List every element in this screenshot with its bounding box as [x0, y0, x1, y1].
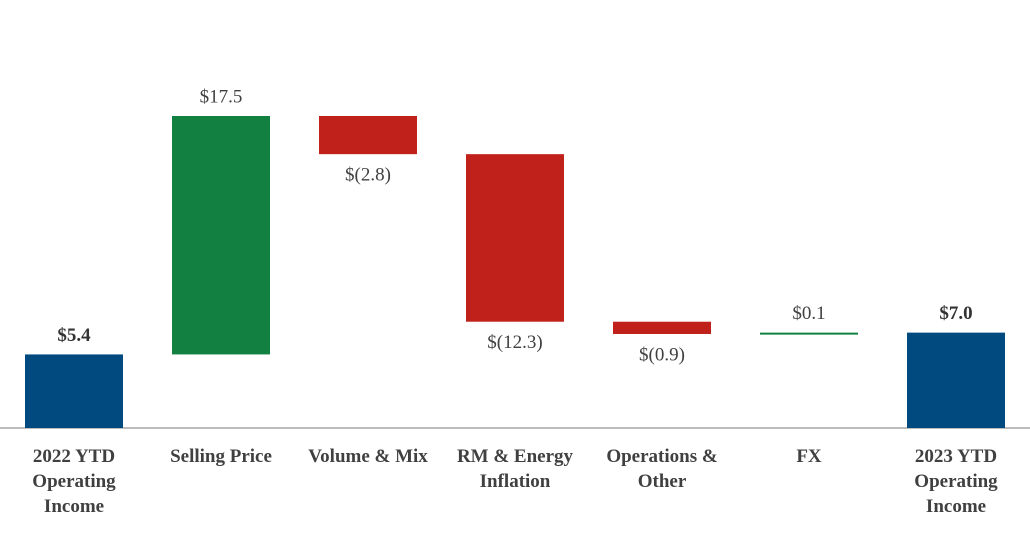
- x-tick-label: RM & Energy Inflation: [456, 446, 574, 492]
- x-tick-label: Operations & Other: [606, 446, 718, 492]
- x-tick-label: FX: [796, 446, 822, 467]
- value-label: $0.1: [792, 303, 825, 324]
- value-label: $(12.3): [487, 332, 542, 353]
- value-label: $5.4: [57, 325, 91, 346]
- value-label: $(2.8): [345, 165, 391, 186]
- bar: [172, 116, 270, 355]
- bar: [760, 332, 858, 335]
- value-label: $(0.9): [639, 344, 685, 365]
- x-tick-label: 2023 YTD Operating Income: [914, 446, 998, 517]
- x-tick-label: Volume & Mix: [308, 446, 428, 467]
- value-label: $7.0: [939, 303, 972, 324]
- bar: [466, 154, 564, 322]
- x-tick-label: 2022 YTD Operating Income: [32, 446, 116, 517]
- bar: [613, 321, 711, 334]
- bar: [907, 332, 1005, 428]
- value-label: $17.5: [200, 86, 243, 107]
- bar: [25, 354, 123, 428]
- bar: [319, 116, 417, 155]
- x-tick-label: Selling Price: [170, 446, 272, 467]
